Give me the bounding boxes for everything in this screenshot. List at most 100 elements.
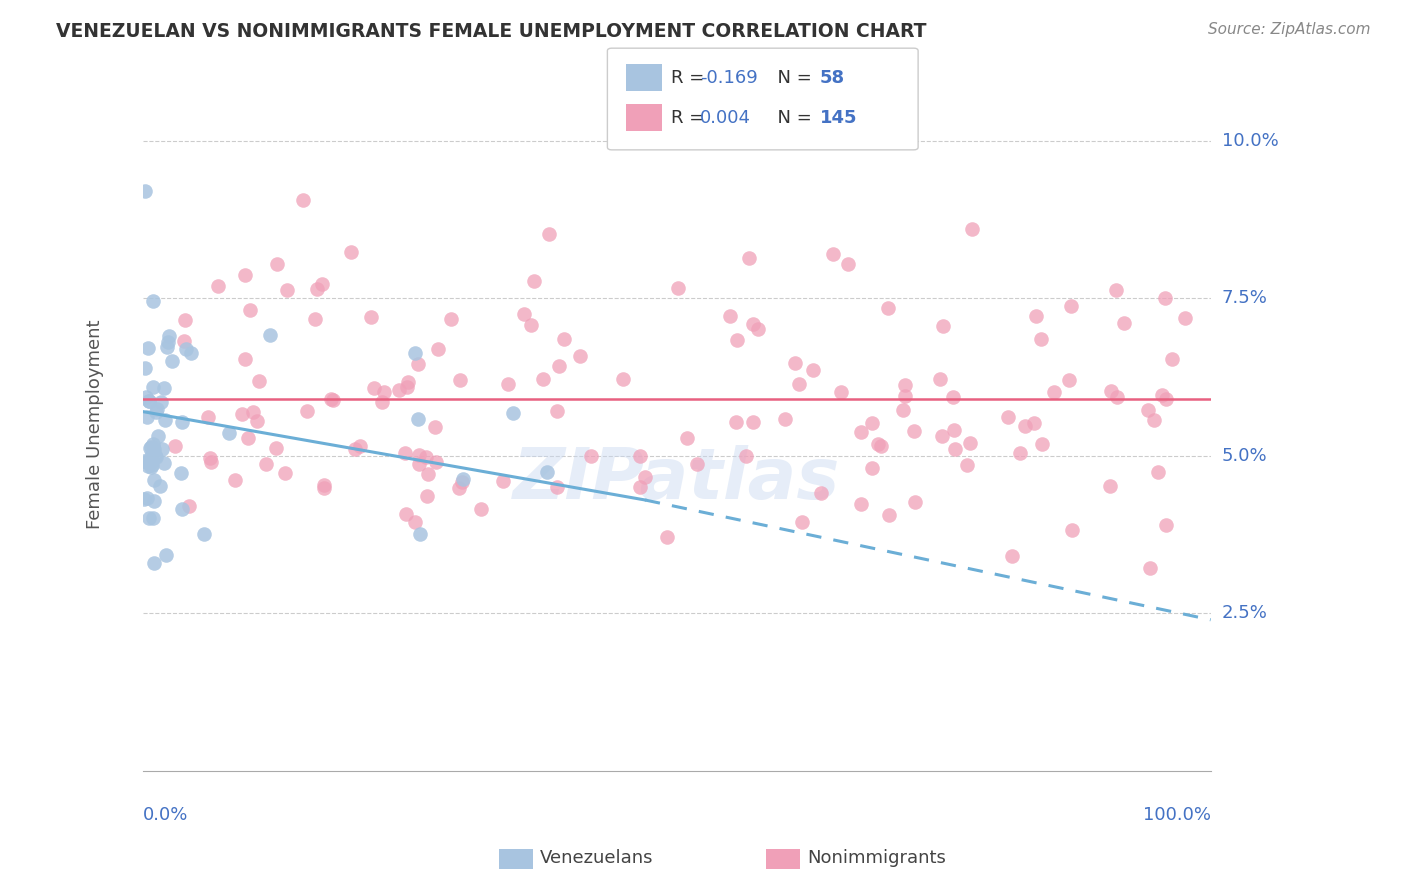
Point bbox=[143, 449, 166, 463]
Point bbox=[142, 380, 165, 394]
Point bbox=[792, 515, 814, 529]
Point bbox=[1008, 446, 1031, 460]
Point bbox=[149, 478, 172, 492]
Point bbox=[868, 437, 890, 451]
Text: 0.0%: 0.0% bbox=[143, 805, 188, 824]
Point bbox=[666, 281, 689, 295]
Text: 58: 58 bbox=[820, 69, 845, 87]
Point bbox=[1060, 523, 1083, 537]
Point bbox=[1139, 561, 1161, 575]
Point bbox=[903, 424, 925, 438]
Point bbox=[394, 446, 416, 460]
Point bbox=[142, 474, 165, 488]
Point bbox=[141, 458, 163, 472]
Point bbox=[423, 420, 446, 434]
Text: 5.0%: 5.0% bbox=[1222, 447, 1267, 465]
Point bbox=[304, 312, 326, 326]
Point bbox=[254, 457, 277, 471]
Point bbox=[233, 268, 256, 282]
Point bbox=[851, 425, 873, 439]
Text: -0.169: -0.169 bbox=[700, 69, 758, 87]
Point bbox=[312, 478, 335, 492]
Point bbox=[569, 349, 592, 363]
Point bbox=[373, 384, 395, 399]
Text: Nonimmigrants: Nonimmigrants bbox=[807, 849, 946, 867]
Point bbox=[135, 390, 157, 404]
Point bbox=[810, 486, 832, 500]
Point bbox=[502, 405, 524, 419]
Point bbox=[894, 378, 917, 392]
Point bbox=[877, 508, 900, 522]
Point bbox=[491, 474, 513, 488]
Point bbox=[150, 442, 173, 457]
Point bbox=[536, 465, 558, 479]
Point bbox=[997, 410, 1019, 425]
Point bbox=[1154, 518, 1177, 533]
Point bbox=[291, 194, 314, 208]
Point bbox=[426, 342, 449, 356]
Point bbox=[553, 332, 575, 346]
Point bbox=[612, 372, 634, 386]
Point bbox=[344, 442, 367, 457]
Point bbox=[139, 449, 162, 463]
Point bbox=[734, 450, 756, 464]
Point bbox=[1001, 549, 1024, 564]
Point bbox=[1105, 390, 1128, 404]
Point bbox=[174, 313, 197, 327]
Point bbox=[538, 227, 561, 241]
Point bbox=[1060, 299, 1083, 313]
Text: N =: N = bbox=[766, 109, 818, 127]
Point bbox=[150, 395, 173, 409]
Point bbox=[546, 480, 568, 494]
Point bbox=[1147, 465, 1170, 479]
Point bbox=[931, 429, 953, 443]
Point bbox=[404, 346, 426, 360]
Point bbox=[153, 412, 176, 426]
Point bbox=[340, 245, 363, 260]
Point bbox=[418, 467, 440, 482]
Point bbox=[932, 318, 955, 333]
Point bbox=[395, 507, 418, 521]
Point bbox=[724, 415, 747, 429]
Point bbox=[312, 481, 335, 495]
Point bbox=[218, 426, 240, 441]
Point bbox=[239, 302, 262, 317]
Point bbox=[783, 356, 806, 370]
Point bbox=[134, 492, 156, 507]
Point bbox=[259, 327, 281, 342]
Text: 10.0%: 10.0% bbox=[1222, 131, 1278, 150]
Point bbox=[450, 475, 472, 489]
Point bbox=[941, 390, 963, 404]
Point bbox=[305, 282, 328, 296]
Point bbox=[142, 437, 165, 451]
Point bbox=[894, 389, 917, 403]
Point bbox=[143, 557, 166, 571]
Point bbox=[960, 221, 983, 235]
Text: Venezuelans: Venezuelans bbox=[540, 849, 654, 867]
Point bbox=[718, 309, 741, 323]
Point bbox=[1114, 316, 1136, 330]
Text: 0.004: 0.004 bbox=[700, 109, 751, 127]
Point bbox=[1014, 419, 1036, 434]
Point bbox=[655, 530, 678, 544]
Point bbox=[153, 456, 176, 470]
Point bbox=[547, 359, 569, 373]
Point bbox=[415, 450, 437, 464]
Point bbox=[200, 455, 222, 469]
Point bbox=[775, 412, 797, 426]
Point bbox=[162, 354, 184, 368]
Text: Female Unemployment: Female Unemployment bbox=[86, 319, 104, 529]
Point bbox=[134, 184, 156, 198]
Point bbox=[360, 310, 382, 324]
Point bbox=[231, 407, 253, 421]
Point bbox=[1099, 384, 1122, 399]
Point bbox=[877, 301, 900, 315]
Point bbox=[266, 257, 288, 271]
Point bbox=[675, 431, 697, 445]
Text: N =: N = bbox=[766, 69, 818, 87]
Point bbox=[738, 251, 761, 265]
Point bbox=[198, 450, 221, 465]
Point bbox=[837, 257, 859, 271]
Point bbox=[1154, 291, 1177, 305]
Point bbox=[143, 442, 166, 457]
